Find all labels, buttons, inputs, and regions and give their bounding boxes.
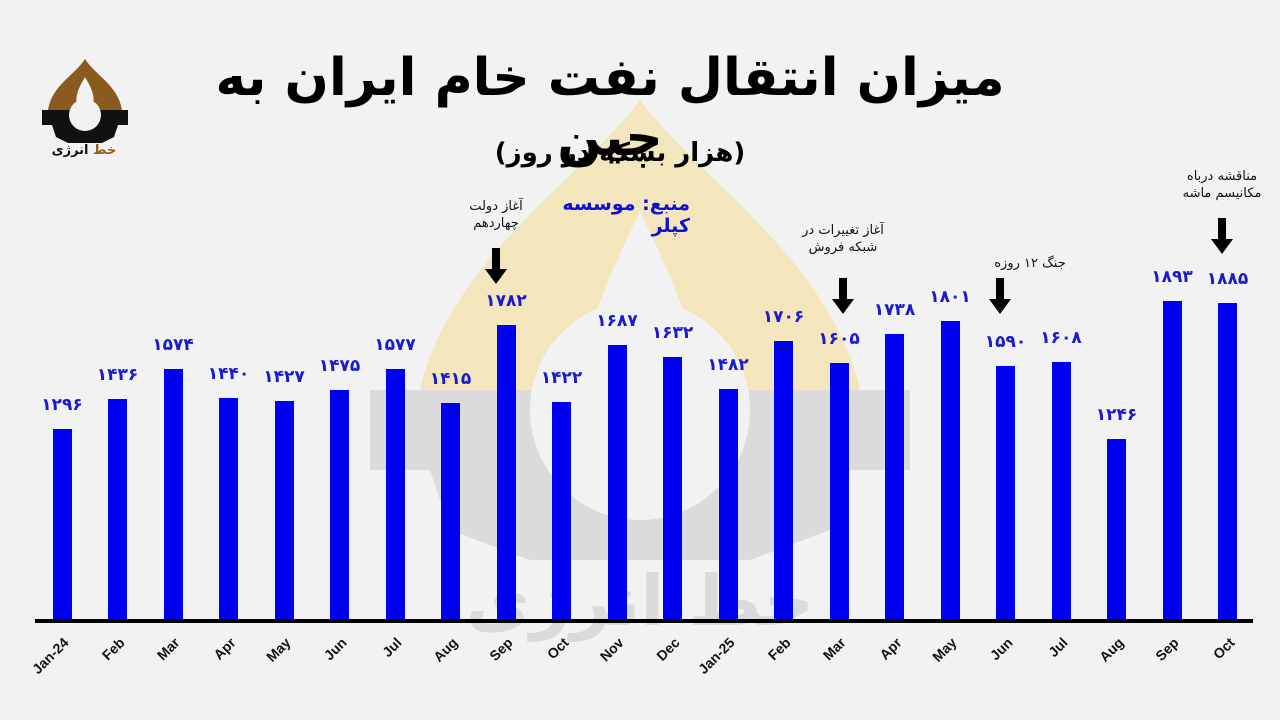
bar xyxy=(940,320,960,620)
bar xyxy=(163,369,183,620)
bar xyxy=(774,340,793,620)
x-tick-label: Jun xyxy=(986,634,1016,664)
chart-subtitle: (هزار بشکه در روز) xyxy=(494,138,746,168)
x-tick-label: Jan-24 xyxy=(28,634,72,678)
x-tick-label: Jun xyxy=(320,634,350,664)
bar-value-label: ۱۴۷۵ xyxy=(318,356,361,377)
x-tick-label: Aug xyxy=(429,634,461,665)
bar xyxy=(829,362,849,620)
bar xyxy=(52,428,72,620)
x-tick-label: Apr xyxy=(209,634,239,663)
x-tick-label: Oct xyxy=(1209,634,1238,663)
x-tick-label: Sep xyxy=(486,634,516,664)
bar-value-label: ۱۸۸۵ xyxy=(1206,268,1249,289)
x-tick-label: Jan-25 xyxy=(694,634,738,678)
bar xyxy=(1051,361,1071,620)
down-arrow-icon xyxy=(832,278,854,314)
annotation-label: مناقشه درباه مکانیسم ماشه xyxy=(1182,169,1262,201)
x-tick-label: Mar xyxy=(819,634,849,664)
bar-value-label: ۱۴۲۷ xyxy=(263,366,305,387)
bar xyxy=(108,398,127,620)
bar xyxy=(996,365,1015,620)
down-arrow-icon xyxy=(989,278,1011,314)
down-arrow-icon xyxy=(485,248,507,284)
bar-value-label: ۱۵۹۰ xyxy=(984,331,1027,352)
bar-value-label: ۱۴۲۲ xyxy=(540,367,583,388)
x-tick-label: Dec xyxy=(652,634,683,664)
chart-source: منبع: موسسه کپلر xyxy=(562,193,690,237)
bar xyxy=(718,388,738,620)
bar-value-label: ۱۴۳۶ xyxy=(96,364,139,385)
x-tick-label: Mar xyxy=(153,634,183,664)
annotation-label: آغاز دولت چهاردهم xyxy=(469,199,523,231)
bar xyxy=(1162,301,1182,620)
bar-value-label: ۱۶۳۲ xyxy=(651,322,694,343)
chart-title: میزان انتقال نفت خام ایران به چین xyxy=(215,48,1005,168)
bar-value-label: ۱۴۸۲ xyxy=(707,354,749,375)
x-tick-label: Feb xyxy=(764,634,794,664)
x-tick-label: Jul xyxy=(379,634,405,660)
bar xyxy=(330,390,349,620)
bar xyxy=(663,356,682,620)
bar-value-label: ۱۷۰۶ xyxy=(762,306,805,327)
bar-value-label: ۱۶۰۸ xyxy=(1040,327,1082,348)
bar-value-label: ۱۲۹۶ xyxy=(41,394,83,415)
bar-value-label: ۱۴۱۵ xyxy=(429,369,472,390)
logo-text-accent: خط xyxy=(93,143,117,158)
bar-value-label: ۱۴۴۰ xyxy=(207,363,250,384)
x-tick-label: Feb xyxy=(98,634,128,664)
annotation-label: جنگ ۱۲ روزه xyxy=(994,256,1066,271)
x-tick-label: Jul xyxy=(1045,634,1071,660)
bar-value-label: ۱۷۳۸ xyxy=(873,300,916,321)
bar-value-label: ۱۲۴۶ xyxy=(1095,405,1138,426)
x-tick-label: May xyxy=(929,634,960,665)
x-tick-label: Nov xyxy=(596,634,627,665)
annotation-label: آغاز تغییرات در شبکه فروش xyxy=(802,223,884,255)
bar xyxy=(1107,439,1126,620)
x-tick-label: May xyxy=(263,634,294,665)
brand-logo-icon xyxy=(42,59,128,143)
bar-value-label: ۱۷۸۲ xyxy=(485,290,527,311)
logo-text-main: انرژی xyxy=(51,143,89,158)
x-tick-label: Oct xyxy=(543,634,572,663)
bar-value-label: ۱۵۷۴ xyxy=(152,335,194,356)
bar xyxy=(1218,302,1237,620)
bar xyxy=(552,401,571,620)
x-tick-label: Sep xyxy=(1152,634,1182,664)
bar xyxy=(385,368,405,620)
bar-value-label: ۱۶۸۷ xyxy=(596,311,638,331)
bar-value-label: ۱۸۹۳ xyxy=(1151,267,1193,287)
x-tick-label: Apr xyxy=(875,634,905,663)
bar xyxy=(219,397,238,620)
down-arrow-icon xyxy=(1211,218,1233,254)
bar-value-label: ۱۸۰۱ xyxy=(929,286,971,307)
bar xyxy=(274,400,294,620)
x-axis-line xyxy=(35,619,1253,623)
brand-logo-text: خط انرژی xyxy=(44,143,124,158)
bar xyxy=(607,345,627,620)
bar-value-label: ۱۶۰۵ xyxy=(818,328,860,349)
bar xyxy=(496,324,516,620)
bar-value-label: ۱۵۷۷ xyxy=(374,334,416,355)
bar xyxy=(441,403,460,620)
bar xyxy=(885,334,904,620)
x-tick-label: Aug xyxy=(1095,634,1127,665)
